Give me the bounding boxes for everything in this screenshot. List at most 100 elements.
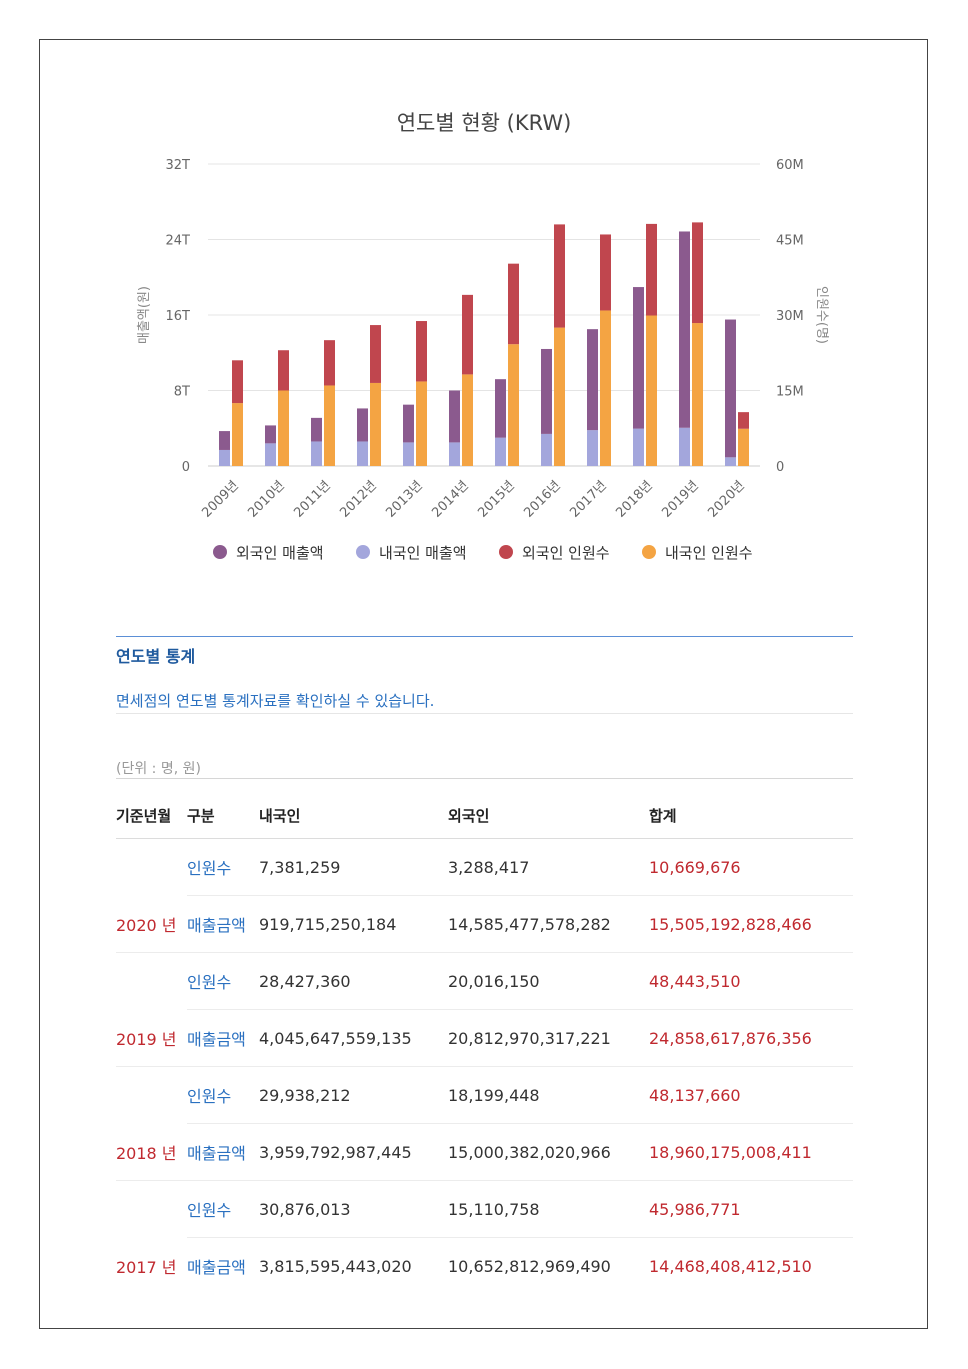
right-axis-label: 인원수(명) <box>814 286 829 344</box>
table-row: 2018 년 매출금액 3,959,792,987,445 15,000,382… <box>116 1123 853 1181</box>
type-cell: 인원수 <box>187 952 259 1010</box>
total-cell: 14,468,408,412,510 <box>649 1256 812 1276</box>
year-cell: 2017 년 <box>116 1257 177 1277</box>
type-cell: 매출금액 <box>187 1123 259 1181</box>
table-row: 인원수 30,876,013 15,110,758 45,986,771 <box>116 1180 853 1238</box>
left-tick-label: 24T <box>166 234 191 249</box>
bar-foreign-sales <box>265 425 276 444</box>
left-tick-label: 8T <box>174 385 190 400</box>
bar-domestic-sales <box>403 442 414 466</box>
legend: 외국인 매출액 내국인 매출액 외국인 인원수 내국인 인원수 <box>213 544 753 562</box>
bar-domestic-sales <box>679 427 690 466</box>
bars <box>219 222 749 466</box>
bar-foreign-sales <box>541 348 552 434</box>
legend-marker <box>213 545 227 559</box>
total-cell: 10,669,676 <box>649 838 853 896</box>
header-domestic: 내국인 <box>259 792 448 839</box>
bar-foreign-sales <box>357 408 368 442</box>
domestic-cell: 4,045,647,559,135 <box>259 1009 448 1067</box>
right-tick-label: 60M <box>776 158 804 173</box>
legend-label: 내국인 매출액 <box>379 544 467 562</box>
right-tick-label: 30M <box>776 309 804 324</box>
total-cell: 24,858,617,876,356 <box>649 1009 853 1067</box>
bar-domestic-sales <box>587 430 598 466</box>
bar-domestic-sales <box>725 457 736 466</box>
x-tick-label: 2019년 <box>659 478 701 520</box>
domestic-cell: 7,381,259 <box>259 838 448 896</box>
bar-domestic-people <box>370 382 381 466</box>
bar-foreign-sales <box>679 231 690 428</box>
bar-foreign-people <box>600 234 611 311</box>
type-cell: 인원수 <box>187 1066 259 1124</box>
bar-domestic-sales <box>633 428 644 466</box>
bar-foreign-people <box>462 294 473 375</box>
bar-domestic-sales <box>449 442 460 466</box>
x-tick-label: 2018년 <box>613 478 655 520</box>
table-row: 인원수 28,427,360 20,016,150 48,443,510 <box>116 952 853 1010</box>
domestic-cell: 919,715,250,184 <box>259 895 448 953</box>
total-cell: 45,986,771 <box>649 1180 853 1238</box>
bar-domestic-people <box>278 390 289 466</box>
legend-marker <box>642 545 656 559</box>
table-row: 2020 년 매출금액 919,715,250,184 14,585,477,5… <box>116 895 853 953</box>
stats-table: 기준년월 구분 내국인 외국인 합계 인원수 7,381,259 3,288,4… <box>116 792 853 1294</box>
bar-foreign-people <box>508 263 519 345</box>
bar-foreign-sales <box>311 417 322 442</box>
bar-foreign-sales <box>403 404 414 443</box>
type-cell: 매출금액 <box>187 1258 246 1277</box>
bar-domestic-sales <box>357 441 368 466</box>
bar-foreign-sales <box>219 431 230 450</box>
bar-foreign-people <box>324 340 335 386</box>
bar-domestic-sales <box>265 443 276 466</box>
section-title: 연도별 통계 <box>116 647 196 666</box>
bar-domestic-people <box>692 323 703 466</box>
total-cell: 15,505,192,828,466 <box>649 895 853 953</box>
type-cell: 인원수 <box>187 1180 259 1238</box>
bar-domestic-sales <box>541 433 552 466</box>
year-cell: 2020 년 <box>116 895 187 953</box>
header-type: 구분 <box>187 792 259 839</box>
bar-foreign-people <box>370 325 381 383</box>
right-axis-ticks: 0 15M 30M 45M 60M <box>776 158 804 475</box>
legend-label: 외국인 인원수 <box>522 544 610 562</box>
header-foreign: 외국인 <box>448 792 649 839</box>
bar-domestic-sales <box>495 437 506 466</box>
bar-domestic-sales <box>219 449 230 466</box>
left-axis-label: 매출액(원) <box>137 286 152 344</box>
left-tick-label: 32T <box>166 158 191 173</box>
x-tick-label: 2020년 <box>705 478 747 520</box>
bar-domestic-people <box>462 374 473 466</box>
x-tick-label: 2017년 <box>567 478 609 520</box>
year-cell-empty <box>116 839 187 896</box>
left-tick-label: 0 <box>182 460 190 475</box>
bar-domestic-people <box>324 385 335 466</box>
bar-foreign-people <box>554 224 565 328</box>
total-cell: 48,137,660 <box>649 1066 853 1124</box>
table-header-row: 기준년월 구분 내국인 외국인 합계 <box>116 792 853 839</box>
table-row: 인원수 29,938,212 18,199,448 48,137,660 <box>116 1066 853 1124</box>
year-cell-empty <box>116 1067 187 1124</box>
bar-domestic-sales <box>311 441 322 466</box>
total-cell: 48,443,510 <box>649 952 853 1010</box>
right-tick-label: 45M <box>776 234 804 249</box>
bar-domestic-people <box>508 344 519 466</box>
page-frame <box>39 39 928 1329</box>
x-axis-ticks: 2009년 2010년 2011년 2012년 2013년 2014년 2015년 2016년… <box>199 478 747 520</box>
bar-domestic-people <box>232 403 243 466</box>
bar-foreign-people <box>278 350 289 391</box>
bar-foreign-people <box>232 360 243 404</box>
left-axis-ticks: 0 8T 16T 24T 32T <box>166 158 191 475</box>
header-period: 기준년월 <box>116 792 187 839</box>
bar-foreign-sales <box>449 390 460 443</box>
foreign-cell: 15,000,382,020,966 <box>448 1123 649 1181</box>
bar-foreign-sales <box>587 329 598 431</box>
domestic-cell: 30,876,013 <box>259 1180 448 1238</box>
bar-foreign-sales <box>633 287 644 429</box>
year-cell-empty <box>116 1181 187 1238</box>
legend-label: 외국인 매출액 <box>236 544 324 562</box>
foreign-cell: 10,652,812,969,490 <box>448 1256 611 1276</box>
bar-domestic-people <box>416 381 427 466</box>
x-tick-label: 2011년 <box>291 478 333 520</box>
bar-foreign-sales <box>725 319 736 458</box>
